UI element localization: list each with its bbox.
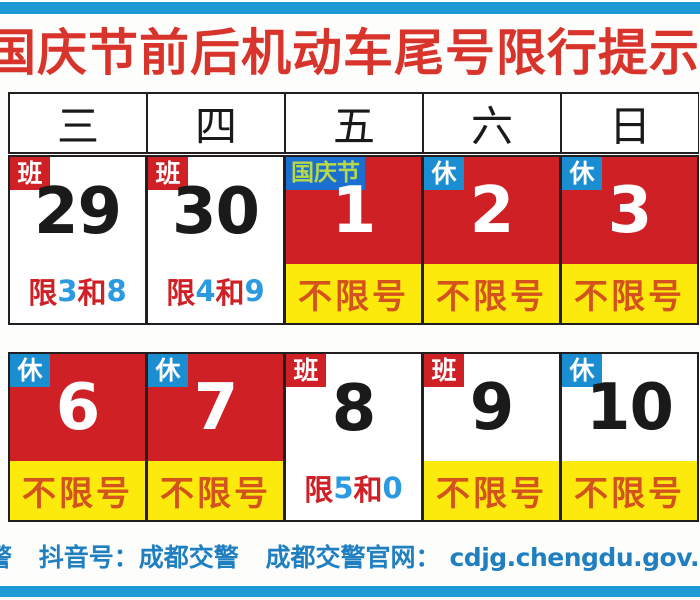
day-type-badge: 休	[10, 354, 50, 387]
weekday-header-cell: 六	[422, 92, 561, 154]
no-restriction-band: 不限号	[10, 461, 145, 520]
page-title: 国庆节前后机动车尾号限行提示	[0, 24, 700, 82]
day-number-area: 9	[424, 354, 559, 461]
day-type-badge: 休	[424, 157, 464, 190]
no-restriction-band: 不限号	[286, 264, 421, 323]
weekday-header-cell: 三	[8, 92, 147, 154]
restrict-prefix: 限	[304, 473, 334, 507]
no-restriction-band: 不限号	[562, 461, 697, 520]
restrict-digit-first: 3	[57, 274, 78, 308]
calendar-row-2: 休 6 不限号休 7 不限号班 8 限 5 和 0 班 9 不限号休 10 不限号	[8, 352, 700, 522]
weekday-header-row: 三四五六日	[8, 92, 700, 154]
calendar-day-cell[interactable]: 班 30 限 4 和 9	[146, 155, 285, 325]
day-type-badge: 班	[424, 354, 464, 387]
day-type-badge: 休	[148, 354, 188, 387]
day-number: 1	[331, 173, 377, 248]
weekday-label: 三	[56, 101, 99, 151]
day-number-area: 30	[148, 157, 283, 267]
no-restriction-band: 不限号	[562, 264, 697, 323]
day-number-area: 3	[562, 157, 697, 264]
restrict-prefix: 限	[28, 276, 58, 310]
footer-website-url: cdjg.chengdu.gov.cn	[449, 543, 700, 572]
day-type-badge: 国庆节	[286, 157, 365, 190]
footer-contact-bar: 警 抖音号：成都交警 成都交警官网： cdjg.chengdu.gov.cn	[0, 540, 700, 576]
calendar-day-cell[interactable]: 休 7 不限号	[146, 352, 285, 522]
restrict-digit-second: 0	[382, 471, 403, 505]
weekday-header-cell: 四	[146, 92, 285, 154]
day-number: 3	[607, 173, 653, 248]
no-restriction-band: 不限号	[424, 264, 559, 323]
day-number-area: 2	[424, 157, 559, 264]
day-number: 2	[469, 173, 515, 248]
day-number: 6	[55, 370, 101, 445]
bottom-blue-rule	[0, 586, 700, 597]
top-blue-rule	[0, 2, 700, 14]
weekday-label: 日	[608, 101, 651, 151]
day-number: 8	[331, 372, 377, 446]
restrict-digit-second: 9	[244, 274, 265, 308]
calendar-row-1: 班 29 限 3 和 8 班 30 限 4 和 9 国庆节 1 不限号休 2 不限号休 3 不限号	[8, 155, 700, 325]
restrict-digit-first: 4	[195, 274, 216, 308]
no-restriction-band: 不限号	[148, 461, 283, 520]
day-type-badge: 班	[10, 157, 50, 190]
calendar-day-cell[interactable]: 休 10 不限号	[560, 352, 699, 522]
calendar-day-cell[interactable]: 休 3 不限号	[560, 155, 699, 325]
day-number-area: 6	[10, 354, 145, 461]
footer-clipped-text: 警	[0, 543, 12, 572]
calendar-day-cell[interactable]: 班 9 不限号	[422, 352, 561, 522]
weekday-header-cell: 日	[560, 92, 699, 154]
day-type-badge: 休	[562, 354, 602, 387]
day-type-badge: 班	[286, 354, 326, 387]
calendar-day-cell[interactable]: 休 2 不限号	[422, 155, 561, 325]
restrict-conjunction: 和	[77, 276, 107, 310]
day-number: 7	[193, 370, 239, 445]
no-restriction-band: 不限号	[424, 461, 559, 520]
day-number-area: 1	[286, 157, 421, 264]
day-number-area: 10	[562, 354, 697, 461]
day-number: 30	[171, 175, 260, 249]
day-number: 29	[33, 175, 122, 249]
restrict-digit-first: 5	[333, 471, 354, 505]
restrict-conjunction: 和	[353, 473, 383, 507]
footer-website-label: 成都交警官网：	[265, 543, 441, 572]
footer-douyin-account: 抖音号：成都交警	[38, 543, 239, 572]
day-number: 10	[585, 370, 674, 445]
restrict-prefix: 限	[166, 276, 196, 310]
weekday-label: 四	[194, 101, 237, 151]
day-number-area: 7	[148, 354, 283, 461]
day-number-area: 29	[10, 157, 145, 267]
calendar-day-cell[interactable]: 班 29 限 3 和 8	[8, 155, 147, 325]
restrict-conjunction: 和	[215, 276, 245, 310]
weekday-label: 六	[470, 101, 513, 151]
day-number: 9	[469, 370, 515, 445]
calendar-day-cell[interactable]: 休 6 不限号	[8, 352, 147, 522]
weekday-label: 五	[332, 101, 375, 151]
day-number-area: 8	[286, 354, 421, 464]
weekday-header-cell: 五	[284, 92, 423, 154]
calendar-day-cell[interactable]: 国庆节 1 不限号	[284, 155, 423, 325]
day-type-badge: 班	[148, 157, 188, 190]
day-type-badge: 休	[562, 157, 602, 190]
restrict-digit-second: 8	[106, 274, 127, 308]
